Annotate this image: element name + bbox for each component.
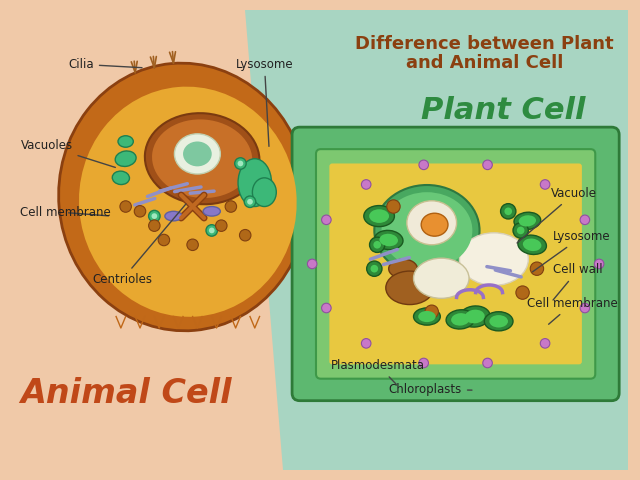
Ellipse shape [203, 206, 220, 216]
Circle shape [540, 180, 550, 189]
Ellipse shape [165, 211, 182, 221]
Ellipse shape [374, 185, 479, 276]
Ellipse shape [364, 205, 394, 227]
Text: Cilia: Cilia [68, 58, 142, 71]
Circle shape [540, 338, 550, 348]
Circle shape [369, 237, 385, 252]
Ellipse shape [59, 63, 307, 331]
Circle shape [239, 229, 251, 241]
Circle shape [321, 303, 331, 313]
Circle shape [516, 286, 529, 300]
Circle shape [247, 199, 253, 204]
Circle shape [373, 241, 381, 249]
Circle shape [595, 259, 604, 269]
Circle shape [362, 338, 371, 348]
Ellipse shape [421, 213, 448, 236]
Ellipse shape [183, 142, 212, 167]
Ellipse shape [79, 86, 297, 317]
Circle shape [134, 205, 146, 217]
Circle shape [152, 213, 157, 219]
Text: Plasmodesmata: Plasmodesmata [332, 359, 426, 384]
Circle shape [419, 358, 429, 368]
Ellipse shape [523, 239, 541, 251]
Circle shape [148, 210, 160, 222]
Circle shape [148, 220, 160, 231]
Ellipse shape [460, 306, 490, 327]
Text: Lysosome: Lysosome [236, 58, 293, 146]
Ellipse shape [451, 313, 470, 325]
Circle shape [513, 223, 528, 238]
Circle shape [244, 196, 256, 207]
FancyBboxPatch shape [316, 149, 595, 379]
Circle shape [209, 228, 214, 233]
Circle shape [419, 160, 429, 169]
Circle shape [580, 215, 589, 225]
Ellipse shape [518, 235, 547, 254]
Ellipse shape [490, 315, 508, 327]
Text: and Animal Cell: and Animal Cell [406, 54, 563, 72]
Circle shape [237, 161, 243, 167]
Ellipse shape [518, 215, 536, 227]
Circle shape [216, 220, 227, 231]
Ellipse shape [238, 159, 271, 206]
Circle shape [425, 305, 438, 318]
Circle shape [362, 180, 371, 189]
Polygon shape [245, 11, 628, 469]
Circle shape [187, 239, 198, 251]
Circle shape [500, 204, 516, 219]
Ellipse shape [369, 209, 389, 223]
Ellipse shape [446, 310, 475, 329]
Ellipse shape [145, 113, 259, 204]
Circle shape [517, 227, 525, 234]
Ellipse shape [460, 233, 528, 286]
Circle shape [483, 358, 492, 368]
FancyBboxPatch shape [330, 164, 582, 364]
Ellipse shape [118, 136, 133, 147]
Text: Chloroplasts: Chloroplasts [388, 383, 472, 396]
Text: Lysosome: Lysosome [532, 230, 611, 272]
Circle shape [307, 259, 317, 269]
Text: Plant Cell: Plant Cell [421, 96, 586, 125]
Circle shape [580, 303, 589, 313]
Text: Animal Cell: Animal Cell [20, 376, 232, 409]
Ellipse shape [381, 192, 472, 269]
Ellipse shape [386, 271, 434, 305]
Ellipse shape [112, 171, 129, 184]
Circle shape [235, 158, 246, 169]
Circle shape [483, 160, 492, 169]
Ellipse shape [152, 120, 252, 198]
Ellipse shape [484, 312, 513, 331]
Text: Centrioles: Centrioles [92, 204, 186, 286]
Circle shape [371, 265, 378, 273]
Ellipse shape [388, 259, 417, 278]
Circle shape [504, 207, 512, 215]
Circle shape [206, 225, 218, 236]
Circle shape [530, 262, 543, 276]
Circle shape [225, 201, 237, 212]
Circle shape [387, 200, 400, 213]
Ellipse shape [407, 201, 456, 245]
Text: Cell membrane: Cell membrane [527, 297, 618, 324]
Circle shape [367, 261, 382, 276]
FancyBboxPatch shape [292, 127, 619, 401]
Ellipse shape [175, 134, 220, 174]
Text: Cell wall: Cell wall [553, 264, 603, 300]
Ellipse shape [413, 308, 440, 325]
Text: Vacuole: Vacuole [517, 187, 597, 243]
Ellipse shape [252, 178, 276, 206]
Text: Vacuoles: Vacuoles [20, 139, 115, 168]
Text: Difference between Plant: Difference between Plant [355, 35, 614, 53]
Text: Cell membrane: Cell membrane [20, 206, 111, 219]
Circle shape [158, 234, 170, 246]
Ellipse shape [418, 311, 436, 322]
Ellipse shape [115, 151, 136, 167]
Ellipse shape [514, 212, 541, 229]
Circle shape [321, 215, 331, 225]
Ellipse shape [465, 310, 484, 324]
Circle shape [120, 201, 131, 212]
Ellipse shape [380, 234, 398, 246]
Ellipse shape [413, 258, 469, 299]
Ellipse shape [374, 230, 403, 250]
